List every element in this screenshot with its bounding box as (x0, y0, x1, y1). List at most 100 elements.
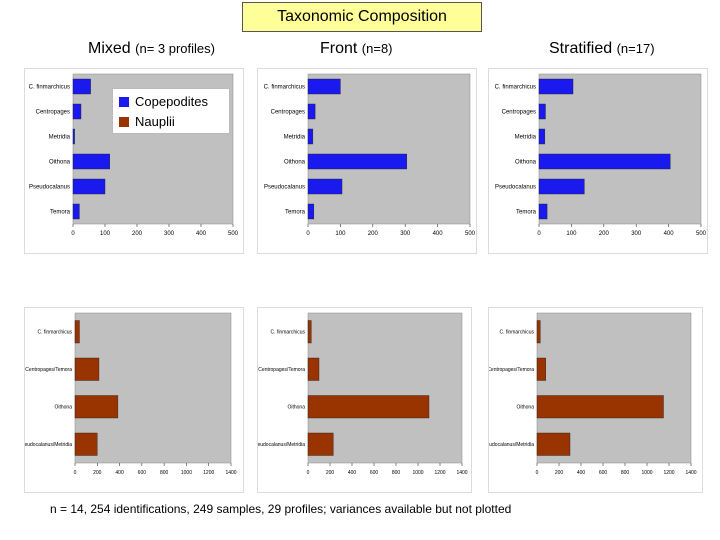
bar (72, 128, 75, 145)
category-label: Centropages (271, 110, 305, 116)
bar (72, 103, 82, 120)
x-tick-label: 600 (138, 470, 147, 476)
bar (307, 103, 316, 120)
category-label: Oithona (287, 405, 305, 411)
x-tick-label: 1000 (181, 470, 192, 476)
bar (536, 320, 541, 344)
category-label: Pseudocalanus (495, 185, 536, 191)
bar (538, 78, 574, 95)
category-label: Oithona (284, 160, 306, 166)
column-note: (n=8) (361, 41, 393, 56)
x-tick-label: 1400 (225, 470, 236, 476)
figure-title: Taxonomic Composition (242, 2, 482, 32)
category-label: Centropages/Temora (489, 367, 534, 373)
legend-item-copepodites: Copepodites (119, 93, 208, 111)
bar (536, 395, 664, 419)
x-tick-label: 100 (335, 231, 346, 237)
bar (538, 128, 546, 145)
x-tick-label: 0 (74, 470, 77, 476)
x-tick-label: 800 (392, 470, 401, 476)
chart-panel-stratified-copepodites: 0 100 200 300 400 500 C. finmarchicus Centropag… (488, 68, 708, 254)
x-tick-label: 400 (433, 231, 444, 237)
bar (72, 178, 106, 195)
chart-panel-mixed-nauplii: 0 200 400 600 800 1000 1200 1400 C. finmarchicus… (24, 307, 244, 493)
plot-area (307, 312, 463, 464)
x-tick-label: 200 (93, 470, 102, 476)
x-tick-label: 1200 (203, 470, 214, 476)
x-tick-label: 500 (465, 231, 476, 237)
category-label: Centropages/Temora (258, 367, 305, 373)
column-name: Stratified (549, 40, 613, 57)
x-tick-label: 500 (696, 231, 707, 237)
x-tick-label: 1200 (434, 470, 445, 476)
x-tick-label: 400 (348, 470, 357, 476)
x-tick-label: 200 (132, 231, 143, 237)
category-label: Pseudocalanus (264, 185, 305, 191)
bar (74, 357, 100, 381)
category-label: Centropages (36, 110, 70, 116)
column-name: Mixed (88, 40, 131, 57)
chart-svg: 0 100 200 300 400 500 C. finmarchicus Centropag… (264, 73, 476, 237)
x-tick-label: 100 (566, 231, 577, 237)
plot-area (307, 73, 471, 225)
x-tick-label: 100 (100, 231, 111, 237)
bar (74, 320, 80, 344)
bar (307, 153, 408, 170)
bar (307, 395, 430, 419)
category-label: C. finmarchicus (495, 85, 536, 91)
legend-label: Copepodites (135, 94, 208, 109)
column-note: (n=17) (616, 41, 655, 56)
x-tick-label: 0 (306, 231, 310, 237)
bar (538, 203, 548, 220)
chart-panel-front-copepodites: 0 100 200 300 400 500 C. finmarchicus Centropag… (257, 68, 477, 254)
category-label: Metridia (49, 135, 71, 141)
category-label: Metridia (284, 135, 306, 141)
legend-swatch-copepodites (119, 96, 129, 107)
x-tick-label: 400 (577, 470, 586, 476)
column-name: Front (320, 40, 358, 57)
x-tick-label: 200 (599, 231, 610, 237)
bar (307, 357, 320, 381)
x-tick-label: 0 (537, 231, 541, 237)
chart-legend: Copepodites Nauplii (112, 88, 230, 134)
category-label: Temora (516, 210, 537, 216)
chart-svg: 0 100 200 300 400 500 C. finmarchicus Centropag… (495, 73, 707, 237)
x-tick-label: 800 (621, 470, 630, 476)
bar (74, 432, 98, 456)
bar (538, 103, 546, 120)
category-label: Temora (285, 210, 306, 216)
bar (72, 78, 91, 95)
category-label: Oithona (515, 160, 537, 166)
x-tick-label: 1000 (641, 470, 652, 476)
category-label: Pseudocalanus/Metridia (489, 442, 534, 448)
x-tick-label: 1000 (412, 470, 423, 476)
x-tick-label: 200 (368, 231, 379, 237)
x-tick-label: 1400 (456, 470, 467, 476)
x-tick-label: 600 (370, 470, 379, 476)
category-label: Metridia (515, 135, 537, 141)
x-tick-label: 1200 (663, 470, 674, 476)
bar (307, 128, 314, 145)
chart-panel-stratified-nauplii: 0 200 400 600 800 1000 1200 1400 C. finmarchicus… (488, 307, 703, 493)
category-label: C. finmarchicus (500, 330, 535, 336)
legend-swatch-nauplii (119, 116, 129, 127)
category-label: C. finmarchicus (271, 330, 306, 336)
bar (72, 203, 80, 220)
x-tick-label: 300 (164, 231, 175, 237)
column-note: (n= 3 profiles) (135, 41, 215, 56)
bar (536, 357, 547, 381)
x-tick-label: 400 (664, 231, 675, 237)
x-tick-label: 400 (196, 231, 207, 237)
category-label: Centropages (502, 110, 536, 116)
chart-panel-front-nauplii: 0 200 400 600 800 1000 1200 1400 C. finmarchicus… (257, 307, 472, 493)
x-tick-label: 1400 (685, 470, 696, 476)
chart-svg: 0 200 400 600 800 1000 1200 1400 C. finmarchicus… (25, 312, 237, 476)
bar (307, 203, 315, 220)
x-tick-label: 800 (160, 470, 169, 476)
x-tick-label: 400 (115, 470, 124, 476)
x-tick-label: 500 (228, 231, 239, 237)
x-tick-label: 200 (555, 470, 564, 476)
x-tick-label: 0 (71, 231, 75, 237)
category-label: Oithona (49, 160, 71, 166)
category-label: Oithona (54, 405, 72, 411)
